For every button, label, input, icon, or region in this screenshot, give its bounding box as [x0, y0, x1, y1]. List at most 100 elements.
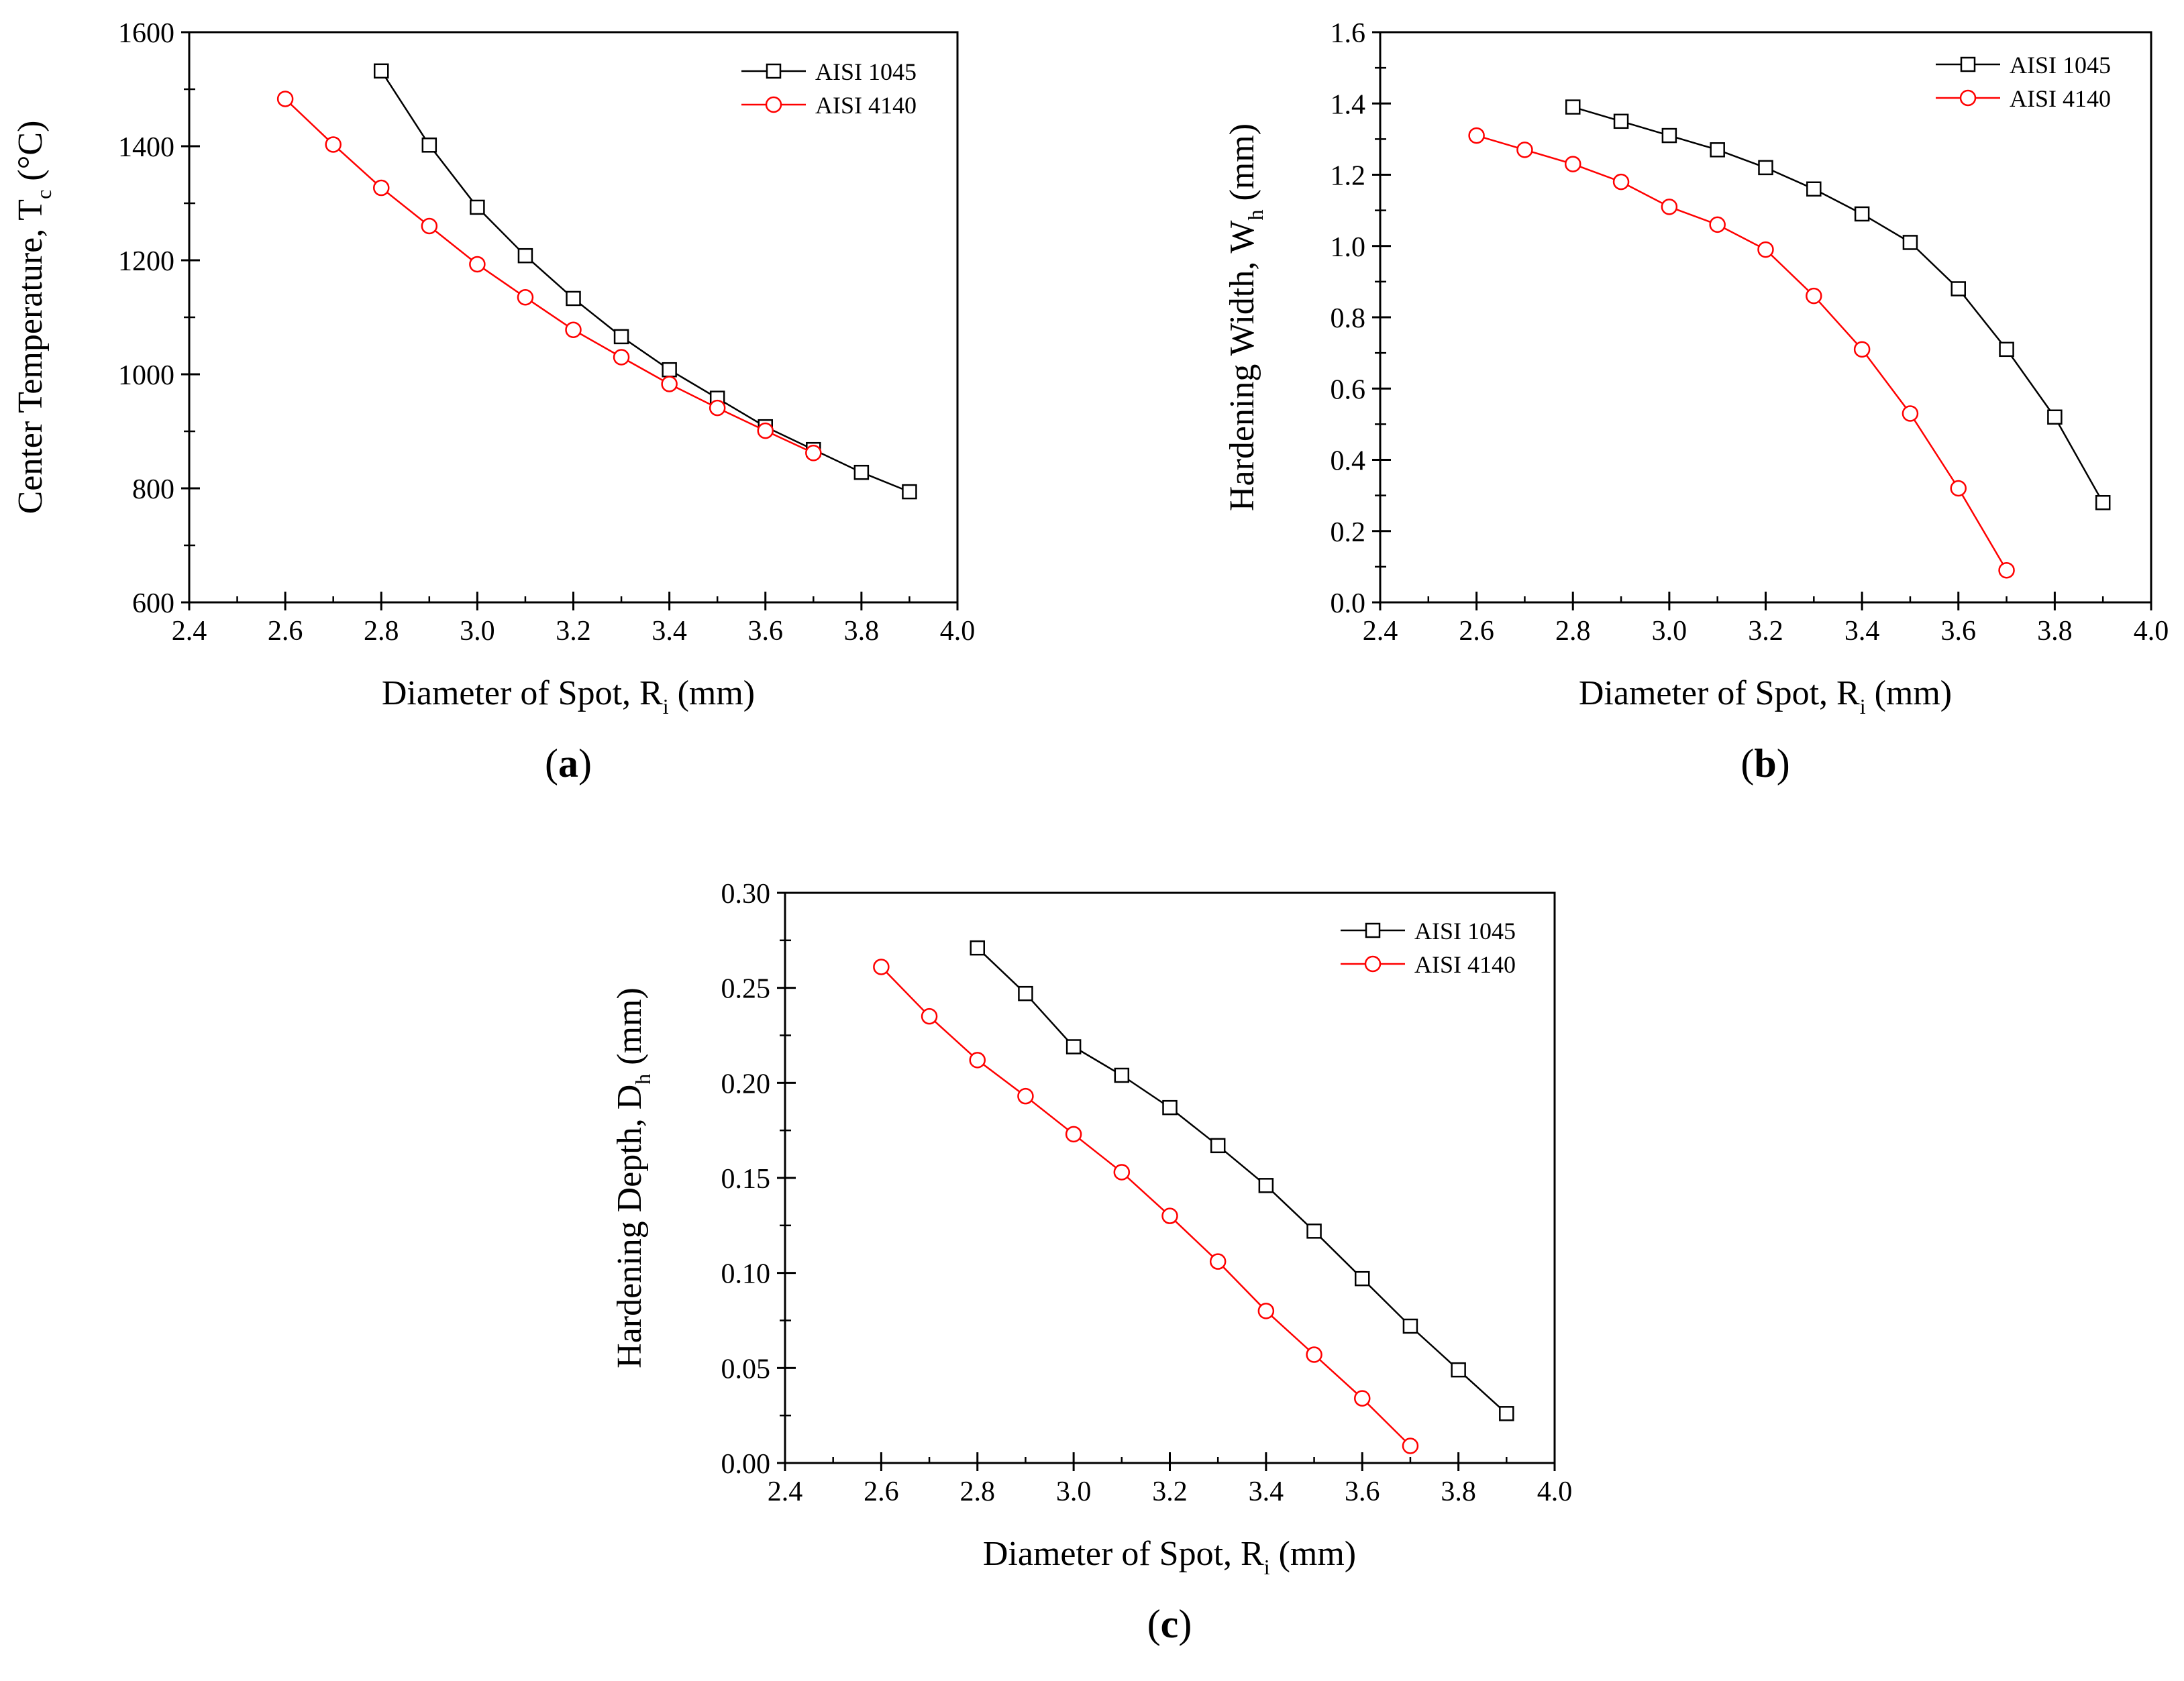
legend-label: AISI 4140: [1414, 951, 1516, 978]
x-axis-title: Diameter of Spot, Ri (mm): [983, 1535, 1356, 1579]
x-tick-label: 4.0: [2134, 616, 2169, 647]
x-axis-title: Diameter of Spot, Ri (mm): [382, 674, 755, 718]
data-point-aisi-4140: [1853, 341, 1871, 358]
data-point-aisi-1045: [1451, 1362, 1466, 1378]
legend-label: AISI 1045: [1414, 918, 1516, 944]
data-point-aisi-4140: [1612, 173, 1630, 191]
data-point-aisi-1045: [1565, 99, 1581, 115]
legend-marker-circle: [765, 96, 782, 113]
series-line-aisi-4140: [284, 98, 814, 454]
data-point-aisi-4140: [1902, 405, 1919, 422]
x-tick-label: 3.2: [556, 616, 591, 647]
data-point-aisi-4140: [1661, 199, 1678, 215]
data-point-aisi-1045: [421, 138, 437, 153]
x-tick-label: 3.4: [1249, 1476, 1284, 1507]
data-point-aisi-1045: [1902, 235, 1918, 250]
y-tick-label: 600: [132, 588, 174, 619]
y-tick-label: 1.0: [1331, 232, 1366, 263]
panel-label-open: (: [545, 741, 558, 785]
data-point-aisi-1045: [970, 940, 985, 956]
data-point-aisi-4140: [1806, 287, 1822, 305]
data-point-aisi-1045: [470, 199, 485, 215]
y-tick-label: 0.20: [721, 1069, 771, 1099]
x-tick-label: 2.8: [960, 1476, 996, 1507]
x-tick-label: 3.2: [1152, 1476, 1188, 1507]
data-point-aisi-4140: [805, 445, 822, 462]
y-tick-label: 1.6: [1331, 18, 1366, 49]
data-point-aisi-4140: [1113, 1164, 1131, 1181]
data-point-aisi-1045: [2047, 409, 2063, 425]
y-tick-label: 0.05: [721, 1354, 771, 1385]
data-point-aisi-4140: [1161, 1207, 1178, 1224]
data-point-aisi-1045: [566, 290, 581, 307]
y-axis-title-subscript: h: [631, 1074, 655, 1085]
x-axis-title-subscript: i: [1264, 1555, 1270, 1579]
x-tick-label: 3.6: [1941, 616, 1977, 647]
data-point-aisi-1045: [1613, 113, 1629, 129]
x-tick-label: 3.6: [748, 616, 784, 647]
legend-label: AISI 1045: [2010, 52, 2111, 78]
x-tick-label: 2.6: [268, 616, 303, 647]
data-point-aisi-1045: [1758, 160, 1773, 176]
data-point-aisi-4140: [421, 217, 438, 235]
panel-label-b: (b): [1740, 741, 1789, 785]
panel-label-open: (: [1147, 1602, 1161, 1646]
panel-label-letter: c: [1161, 1602, 1179, 1646]
x-tick-label: 3.6: [1345, 1476, 1380, 1507]
data-point-aisi-1045: [1162, 1099, 1178, 1116]
data-point-aisi-4140: [373, 179, 390, 197]
legend-marker-square: [766, 63, 782, 79]
x-tick-label: 4.0: [940, 616, 976, 647]
data-point-aisi-4140: [1516, 142, 1533, 158]
series-line-aisi-1045: [1572, 106, 2104, 503]
x-tick-label: 2.8: [1555, 616, 1591, 647]
panel-label-letter: a: [558, 741, 578, 785]
x-tick-label: 3.4: [652, 616, 687, 647]
y-axis-title-main: Hardening Width, W: [1223, 220, 1261, 511]
x-tick-label: 2.4: [172, 616, 207, 647]
y-tick-label: 0.10: [721, 1259, 771, 1290]
x-axis-title-main: Diameter of Spot, R: [983, 1535, 1264, 1573]
data-point-aisi-4140: [1017, 1087, 1034, 1105]
x-tick-label: 3.4: [1844, 616, 1880, 647]
legend-label: AISI 1045: [815, 58, 917, 85]
y-tick-label: 1000: [118, 360, 174, 391]
data-point-aisi-4140: [709, 399, 726, 417]
data-point-aisi-4140: [1757, 241, 1774, 258]
panel-label-close: ): [1777, 741, 1790, 785]
data-point-aisi-4140: [276, 91, 294, 107]
x-tick-label: 3.8: [2037, 616, 2073, 647]
data-point-aisi-1045: [853, 464, 870, 480]
data-point-aisi-4140: [469, 256, 486, 273]
y-tick-label: 1400: [118, 132, 174, 163]
data-point-aisi-1045: [1999, 341, 2014, 358]
data-point-aisi-1045: [1806, 181, 1822, 197]
data-point-aisi-4140: [1998, 561, 2015, 579]
data-point-aisi-4140: [1257, 1303, 1275, 1319]
y-tick-label: 0.4: [1331, 446, 1366, 477]
data-point-aisi-4140: [921, 1008, 938, 1025]
data-point-aisi-4140: [613, 349, 630, 366]
data-point-aisi-1045: [1018, 985, 1033, 1001]
x-axis-title: Diameter of Spot, Ri (mm): [1579, 674, 1952, 718]
plot-frame: [784, 891, 1556, 1464]
y-tick-label: 0.0: [1331, 588, 1366, 619]
data-point-aisi-1045: [1402, 1318, 1418, 1334]
y-tick-label: 800: [132, 474, 174, 505]
x-tick-label: 2.8: [364, 616, 399, 647]
data-point-aisi-4140: [1065, 1126, 1082, 1143]
y-tick-label: 1.4: [1331, 89, 1366, 120]
data-point-aisi-1045: [1499, 1406, 1514, 1421]
panel-label-close: ): [1178, 1602, 1192, 1646]
x-axis-title-unit: (mm): [1270, 1535, 1357, 1573]
data-point-aisi-4140: [325, 136, 342, 153]
data-point-aisi-1045: [1065, 1039, 1082, 1054]
y-tick-label: 0.8: [1331, 303, 1366, 334]
legend-marker-circle: [1364, 955, 1382, 973]
data-point-aisi-4140: [1306, 1346, 1322, 1363]
data-point-aisi-1045: [1114, 1067, 1130, 1083]
x-tick-label: 3.0: [1056, 1476, 1092, 1507]
data-point-aisi-4140: [517, 289, 534, 306]
y-axis-title-unit: (mm): [611, 987, 649, 1074]
